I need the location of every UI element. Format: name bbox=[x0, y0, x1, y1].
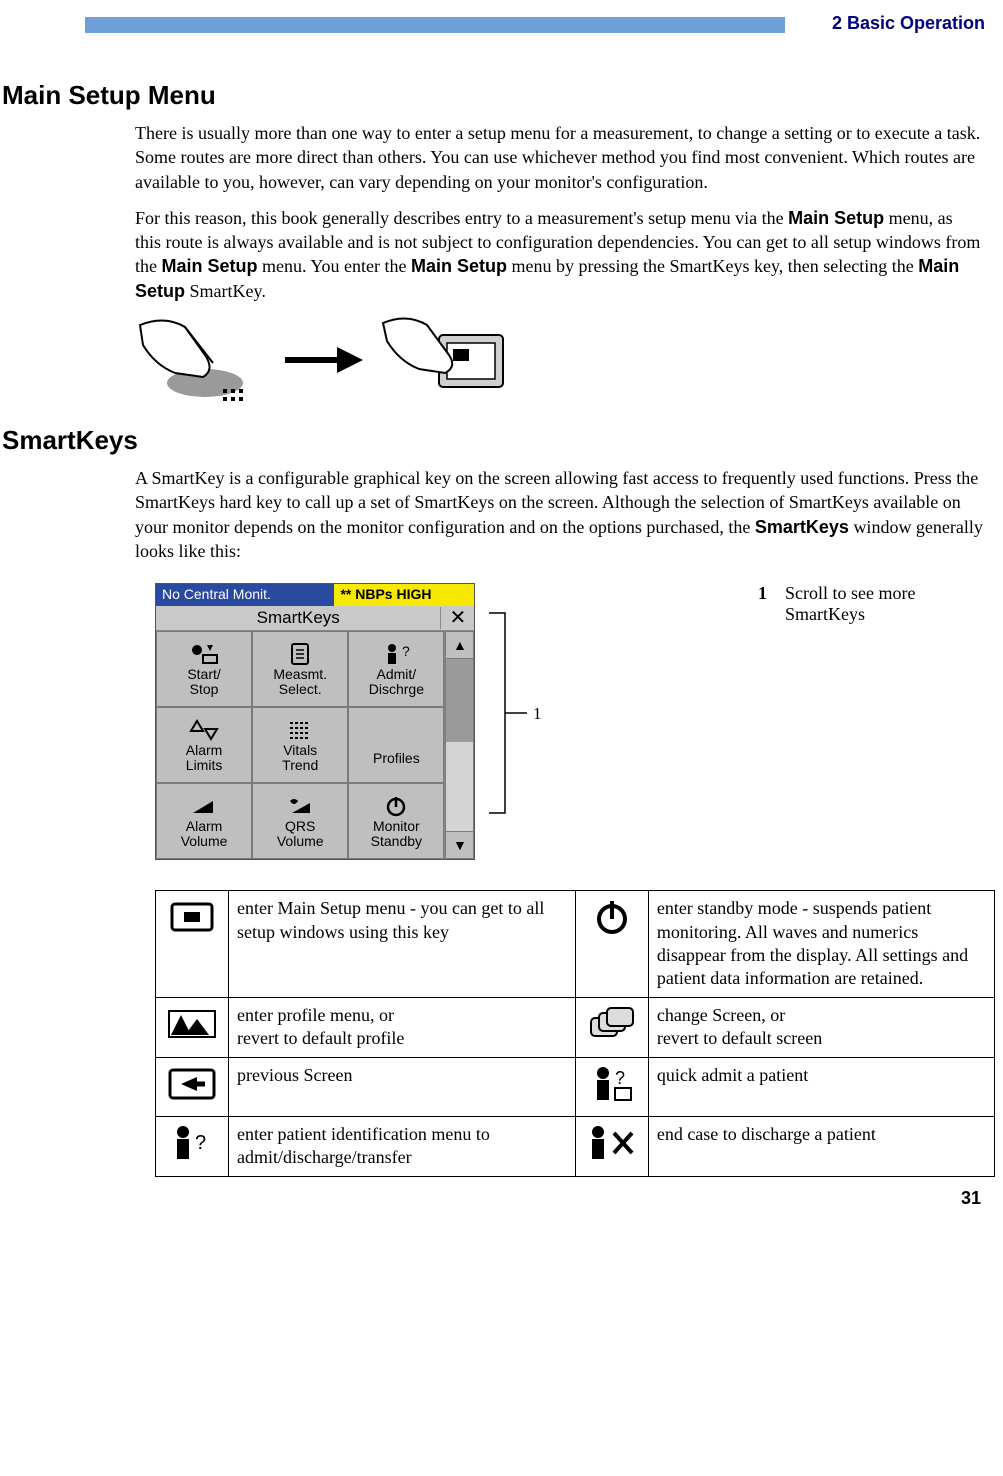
qrs-volume-icon bbox=[286, 793, 314, 819]
smartkey-start-stop[interactable]: Start/ Stop bbox=[156, 631, 252, 707]
legend-num: 1 bbox=[758, 583, 767, 625]
desc-change-screen: change Screen, orrevert to default scree… bbox=[648, 997, 994, 1057]
icon-end-case bbox=[575, 1117, 648, 1177]
section-title-smartkeys: SmartKeys bbox=[2, 425, 983, 456]
smartkeys-window: No Central Monit. ** NBPs HIGH SmartKeys… bbox=[155, 583, 475, 860]
admit-discharge-icon: ? bbox=[382, 641, 410, 667]
icon-standby bbox=[575, 891, 648, 998]
section-title-main-setup: Main Setup Menu bbox=[2, 80, 983, 111]
desc-previous-screen: previous Screen bbox=[229, 1057, 576, 1116]
smartkey-label: Vitals Trend bbox=[282, 743, 318, 774]
smartkey-label: Alarm Limits bbox=[186, 743, 223, 774]
smartkeys-grid: Start/ Stop Measmt. Select. ? Admit/ Dis… bbox=[156, 631, 444, 859]
desc-standby: enter standby mode - suspends patient mo… bbox=[648, 891, 994, 998]
smartkeys-scrollbar[interactable]: ▲ ▼ bbox=[444, 631, 474, 859]
smartkeys-titlebar: No Central Monit. ** NBPs HIGH bbox=[156, 584, 474, 606]
table-row: enter profile menu, orrevert to default … bbox=[156, 997, 995, 1057]
smartkeys-para1: A SmartKey is a configurable graphical k… bbox=[135, 466, 983, 563]
scroll-thumb[interactable] bbox=[446, 659, 473, 742]
desc-quick-admit: quick admit a patient bbox=[648, 1057, 994, 1116]
header-strip bbox=[85, 17, 785, 33]
p2-bold2: Main Setup bbox=[162, 256, 258, 276]
smartkey-monitor-standby[interactable]: Monitor Standby bbox=[348, 783, 444, 859]
p2-c: menu. You enter the bbox=[258, 256, 411, 276]
smartkey-profiles[interactable]: Profiles bbox=[348, 707, 444, 783]
desc-profile: enter profile menu, orrevert to default … bbox=[229, 997, 576, 1057]
callout-legend: 1 Scroll to see more SmartKeys bbox=[758, 583, 983, 625]
smartkey-alarm-volume[interactable]: Alarm Volume bbox=[156, 783, 252, 859]
header-bar: 2 Basic Operation bbox=[85, 10, 985, 40]
smartkey-admit-discharge[interactable]: ? Admit/ Dischrge bbox=[348, 631, 444, 707]
smartkey-alarm-limits[interactable]: Alarm Limits bbox=[156, 707, 252, 783]
p2-d: menu by pressing the SmartKeys key, then… bbox=[507, 256, 918, 276]
arrow-right-icon bbox=[283, 345, 363, 375]
chapter-label: 2 Basic Operation bbox=[820, 10, 985, 37]
table-row: enter Main Setup menu - you can get to a… bbox=[156, 891, 995, 998]
p2-a: For this reason, this book generally des… bbox=[135, 208, 788, 228]
smartkey-vitals-trend[interactable]: Vitals Trend bbox=[252, 707, 348, 783]
icon-previous-screen bbox=[156, 1057, 229, 1116]
smartkey-label: Start/ Stop bbox=[187, 667, 220, 698]
p2-bold3: Main Setup bbox=[411, 256, 507, 276]
p2-bold1: Main Setup bbox=[788, 208, 884, 228]
smartkey-label: Admit/ Dischrge bbox=[369, 667, 424, 698]
hand-press-key-icon bbox=[135, 315, 265, 405]
table-row: previous Screen ? quick admit a patient bbox=[156, 1057, 995, 1116]
callout-bracket: 1 bbox=[487, 583, 548, 813]
icon-patient-id: ? bbox=[156, 1117, 229, 1177]
hand-to-screen-illustration bbox=[135, 315, 983, 405]
smartkey-label: Profiles bbox=[373, 751, 420, 766]
desc-main-setup: enter Main Setup menu - you can get to a… bbox=[229, 891, 576, 998]
smartkey-label: Monitor Standby bbox=[371, 819, 422, 850]
desc-end-case: end case to discharge a patient bbox=[648, 1117, 994, 1177]
titlebar-alarm: ** NBPs HIGH bbox=[334, 584, 474, 606]
smartkey-icon-table: enter Main Setup menu - you can get to a… bbox=[155, 890, 995, 1177]
page-number: 31 bbox=[961, 1188, 981, 1209]
smartkey-measmt-select[interactable]: Measmt. Select. bbox=[252, 631, 348, 707]
titlebar-status: No Central Monit. bbox=[156, 584, 334, 606]
smartkey-label: Measmt. Select. bbox=[273, 667, 327, 698]
callout-number: 1 bbox=[533, 704, 542, 723]
alarm-volume-icon bbox=[191, 793, 217, 819]
svg-text:?: ? bbox=[402, 643, 410, 659]
svg-text:?: ? bbox=[615, 1068, 625, 1088]
legend-text: Scroll to see more SmartKeys bbox=[785, 583, 983, 625]
smartkey-label: Alarm Volume bbox=[181, 819, 228, 850]
alarm-limits-icon bbox=[189, 717, 219, 743]
monitor-standby-icon bbox=[385, 793, 407, 819]
main-setup-para1: There is usually more than one way to en… bbox=[135, 121, 983, 194]
main-setup-para2: For this reason, this book generally des… bbox=[135, 206, 983, 303]
close-button[interactable]: ✕ bbox=[440, 607, 474, 629]
measurement-select-icon bbox=[289, 641, 311, 667]
start-stop-icon bbox=[189, 641, 219, 667]
p2-e: SmartKey. bbox=[185, 281, 266, 301]
hand-touch-screen-icon bbox=[381, 315, 511, 405]
sk-p1-bold: SmartKeys bbox=[755, 517, 849, 537]
icon-main-setup bbox=[156, 891, 229, 998]
vitals-trend-icon bbox=[288, 717, 312, 743]
svg-text:?: ? bbox=[195, 1132, 206, 1154]
smartkey-label: QRS Volume bbox=[277, 819, 324, 850]
icon-quick-admit: ? bbox=[575, 1057, 648, 1116]
icon-profile bbox=[156, 997, 229, 1057]
smartkeys-subtitle: SmartKeys bbox=[156, 606, 440, 630]
scroll-down-button[interactable]: ▼ bbox=[445, 831, 474, 859]
desc-patient-id: enter patient identification menu to adm… bbox=[229, 1117, 576, 1177]
scroll-up-button[interactable]: ▲ bbox=[445, 631, 474, 659]
scroll-track[interactable] bbox=[445, 659, 474, 831]
icon-change-screen bbox=[575, 997, 648, 1057]
smartkey-qrs-volume[interactable]: QRS Volume bbox=[252, 783, 348, 859]
table-row: ? enter patient identification menu to a… bbox=[156, 1117, 995, 1177]
